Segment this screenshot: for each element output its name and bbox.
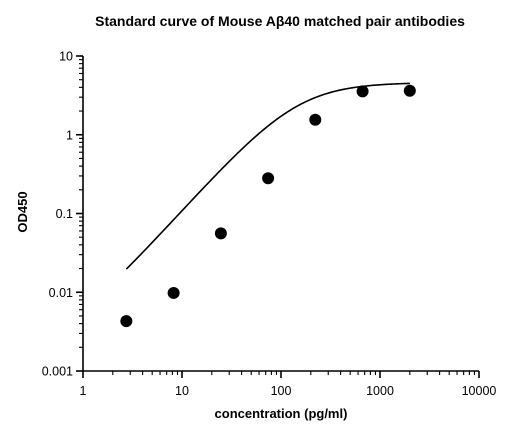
y-ticks: 0.001 0.01 0.1 1 10 bbox=[42, 50, 83, 379]
y-tick-label: 0.01 bbox=[49, 286, 73, 300]
y-tick-label: 0.1 bbox=[56, 207, 73, 221]
x-tick-label: 10 bbox=[175, 384, 189, 398]
x-tick-label: 1000 bbox=[366, 384, 394, 398]
x-ticks: 1 10 100 1000 10000 bbox=[80, 371, 497, 398]
data-point bbox=[356, 85, 369, 98]
axes bbox=[82, 56, 479, 372]
data-point bbox=[214, 227, 227, 240]
data-points-layer bbox=[120, 84, 416, 328]
y-tick-label: 10 bbox=[59, 50, 73, 64]
x-tick-label: 100 bbox=[271, 384, 292, 398]
data-point bbox=[262, 172, 275, 185]
y-tick-label: 1 bbox=[66, 128, 73, 142]
y-tick-label: 0.001 bbox=[42, 365, 73, 379]
x-tick-label: 10000 bbox=[462, 384, 497, 398]
chart-title: Standard curve of Mouse Aβ40 matched pai… bbox=[95, 13, 465, 29]
x-tick-label: 1 bbox=[80, 384, 87, 398]
data-point bbox=[403, 84, 416, 97]
data-point bbox=[120, 315, 133, 328]
data-point bbox=[167, 286, 180, 299]
y-axis-label: OD450 bbox=[15, 191, 30, 232]
x-axis-label: concentration (pg/ml) bbox=[215, 406, 348, 421]
data-point bbox=[309, 113, 322, 126]
